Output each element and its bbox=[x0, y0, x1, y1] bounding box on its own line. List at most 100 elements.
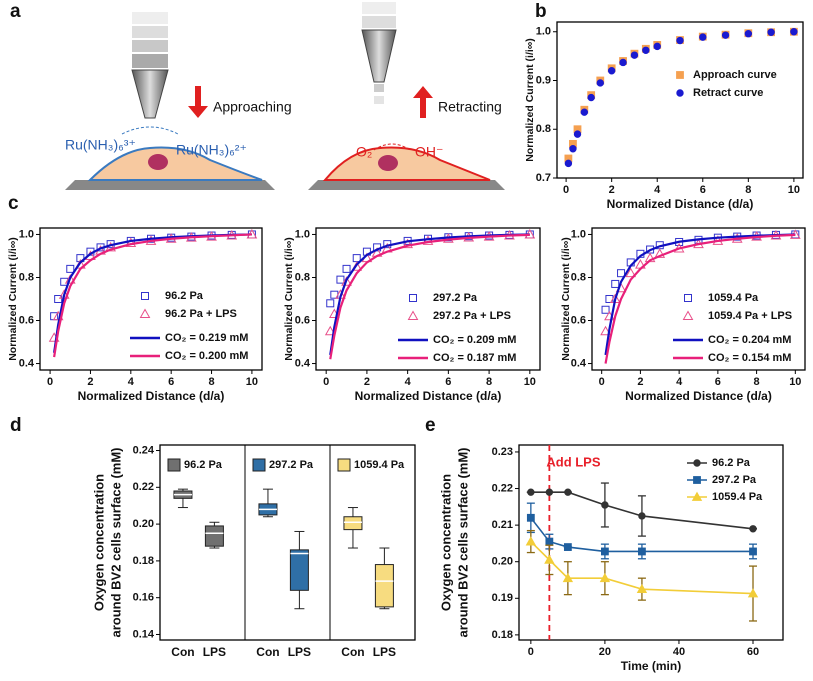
legend-label: 96.2 Pa bbox=[184, 459, 223, 471]
legend-swatch bbox=[252, 458, 266, 472]
marker bbox=[654, 248, 666, 258]
redox-arrow bbox=[121, 126, 179, 135]
probe-tip bbox=[131, 69, 169, 119]
y-tick-label: 0.6 bbox=[295, 314, 310, 326]
x-tick-label: Con bbox=[341, 645, 364, 659]
marker bbox=[607, 67, 616, 75]
legend-marker bbox=[693, 476, 701, 484]
x-tick-label: 4 bbox=[654, 184, 661, 196]
x-tick-label: 2 bbox=[609, 184, 615, 196]
legend-marker bbox=[676, 71, 684, 79]
y-axis-title: Normalized Current (i/i∞) bbox=[283, 237, 295, 361]
box bbox=[374, 564, 394, 608]
x-tick-label: Con bbox=[256, 645, 279, 659]
species-label: Ru(NH₃)₆²⁺ bbox=[176, 142, 247, 158]
panel-label: e bbox=[425, 415, 436, 436]
marker bbox=[790, 28, 798, 36]
x-tick-label: 10 bbox=[524, 376, 536, 388]
x-tick-label: 2 bbox=[364, 376, 370, 388]
x-tick-label: 10 bbox=[788, 184, 800, 196]
y-tick-label: 1.0 bbox=[536, 26, 551, 38]
legend-label: 297.2 Pa bbox=[269, 459, 314, 471]
legend-marker bbox=[676, 89, 684, 97]
panel-label: b bbox=[535, 1, 547, 22]
y-tick-label: 0.18 bbox=[492, 629, 513, 641]
x-tick-label: 10 bbox=[789, 376, 801, 388]
marker bbox=[619, 58, 627, 67]
marker bbox=[562, 572, 574, 583]
retract-label: Retracting bbox=[438, 99, 502, 115]
y-tick-label: 0.8 bbox=[19, 271, 34, 283]
y-tick-label: 0.20 bbox=[492, 556, 513, 568]
panel-label: d bbox=[10, 415, 22, 436]
y-tick-label: 0.22 bbox=[492, 482, 513, 494]
x-axis-title: Normalized Distance (d/a) bbox=[78, 389, 225, 403]
y-axis-title: Normalized Current (i/i∞) bbox=[560, 237, 572, 361]
legend-label: 297.2 Pa bbox=[712, 474, 757, 486]
tip-ghost bbox=[374, 84, 384, 92]
legend-label: 96.2 Pa bbox=[712, 457, 751, 469]
substrate bbox=[65, 180, 275, 190]
legend-marker bbox=[682, 310, 694, 320]
marker bbox=[573, 130, 582, 138]
tip-ghost bbox=[362, 16, 396, 28]
x-tick-label: 60 bbox=[747, 646, 759, 658]
nucleus bbox=[378, 155, 398, 171]
x-tick-label: 0 bbox=[47, 376, 53, 388]
marker bbox=[642, 46, 650, 54]
marker bbox=[599, 572, 611, 583]
cell bbox=[322, 146, 491, 181]
y-axis-title: Oxygen concentration bbox=[438, 474, 453, 611]
y-axis-title: Normalized Current (i/i∞) bbox=[524, 38, 536, 162]
y-tick-label: 0.7 bbox=[536, 172, 551, 184]
marker bbox=[587, 93, 595, 102]
marker bbox=[721, 31, 730, 39]
x-tick-label: 40 bbox=[673, 646, 685, 658]
x-tick-label: 0 bbox=[599, 376, 605, 388]
marker bbox=[601, 501, 609, 509]
x-tick-label: 8 bbox=[208, 376, 214, 388]
x-axis-title: Normalized Distance (d/a) bbox=[625, 389, 772, 403]
marker bbox=[545, 537, 554, 546]
x-tick-label: 4 bbox=[676, 376, 683, 388]
marker bbox=[564, 488, 572, 496]
x-tick-label: 4 bbox=[128, 376, 135, 388]
legend-label: CO₂ = 0.209 mM bbox=[433, 334, 516, 346]
marker bbox=[580, 108, 589, 116]
marker bbox=[638, 547, 646, 556]
y-tick-label: 0.24 bbox=[133, 444, 155, 456]
legend-label: 96.2 Pa + LPS bbox=[165, 308, 237, 320]
x-tick-label: 4 bbox=[405, 376, 412, 388]
marker bbox=[125, 237, 137, 248]
legend-label: CO₂ = 0.154 mM bbox=[708, 352, 791, 364]
legend-label: CO₂ = 0.219 mM bbox=[165, 332, 248, 344]
legend-label: 1059.4 Pa bbox=[708, 292, 759, 304]
fit-line bbox=[329, 233, 530, 356]
marker bbox=[525, 536, 537, 546]
legend-label: Approach curve bbox=[693, 69, 777, 81]
fit-line bbox=[329, 233, 530, 360]
fit-line bbox=[53, 233, 252, 358]
marker bbox=[596, 79, 604, 87]
legend-label: Retract curve bbox=[693, 87, 763, 99]
plot-frame bbox=[39, 227, 263, 371]
y-tick-label: 0.18 bbox=[133, 555, 154, 567]
legend-label: 297.2 Pa bbox=[433, 292, 478, 304]
marker bbox=[611, 279, 620, 288]
marker bbox=[638, 512, 646, 520]
y-tick-label: 0.8 bbox=[536, 123, 551, 135]
x-tick-label: 20 bbox=[599, 646, 611, 658]
tip-ghost bbox=[132, 26, 168, 38]
legend-label: 1059.4 Pa bbox=[712, 491, 763, 503]
species-label: Ru(NH₃)₆³⁺ bbox=[65, 137, 136, 153]
legend-label: 1059.4 Pa + LPS bbox=[708, 310, 792, 322]
legend-label: 297.2 Pa + LPS bbox=[433, 310, 511, 322]
marker bbox=[767, 28, 775, 36]
y-tick-label: 0.4 bbox=[571, 357, 587, 369]
y-tick-label: 0.8 bbox=[571, 271, 586, 283]
marker bbox=[600, 325, 611, 336]
y-axis-title: around BV2 cells surface (mM) bbox=[108, 448, 123, 638]
species-label: O₂ bbox=[356, 144, 372, 160]
x-tick-label: 2 bbox=[637, 376, 643, 388]
y-tick-label: 0.6 bbox=[19, 314, 34, 326]
